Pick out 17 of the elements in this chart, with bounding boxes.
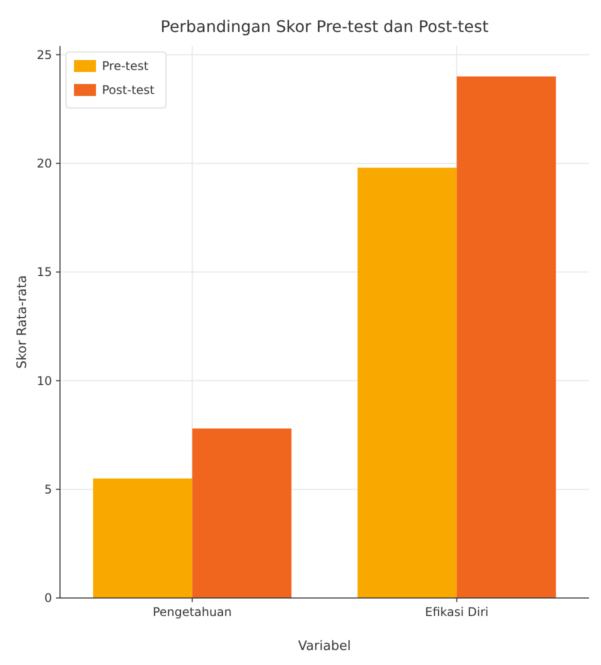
y-axis-title: Skor Rata-rata: [15, 275, 30, 369]
y-tick-label: 10: [36, 374, 52, 388]
y-tick-label: 25: [36, 48, 52, 62]
y-tick-label: 15: [36, 265, 52, 280]
chart-title: Perbandingan Skor Pre-test dan Post-test: [160, 17, 489, 36]
x-axis-title: Variabel: [298, 639, 351, 654]
bar: [192, 428, 292, 598]
bar: [358, 168, 457, 598]
x-tick-label: Efikasi Diri: [425, 605, 488, 619]
bar: [93, 478, 192, 598]
bar: [456, 76, 556, 598]
y-tick-label: 20: [36, 156, 52, 171]
y-tick-label: 5: [44, 482, 52, 497]
x-tick-label: Pengetahuan: [152, 605, 232, 619]
legend-label: Post-test: [102, 83, 155, 97]
legend-label: Pre-test: [102, 59, 149, 73]
y-tick-label: 0: [44, 591, 52, 606]
